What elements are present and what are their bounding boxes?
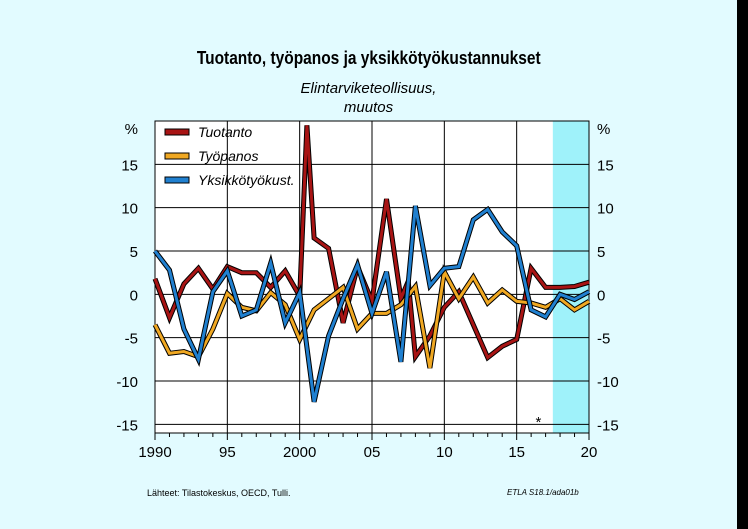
y-tick-label-right: -10 [597, 374, 619, 391]
y-tick-label-left: 15 [121, 157, 138, 174]
y-unit-left: % [125, 121, 138, 138]
y-tick-label-left: 5 [130, 244, 138, 261]
y-unit-right: % [597, 121, 610, 138]
plot-frame [154, 120, 590, 434]
source-note: Lähteet: Tilastokeskus, OECD, Tulli. [147, 488, 291, 498]
series-line-1 [153, 125, 590, 361]
y-tick-label-right: 5 [597, 244, 605, 261]
y-tick-label-right: 15 [597, 157, 614, 174]
x-tick-label: 05 [364, 444, 381, 461]
y-tick-label-left: -5 [125, 331, 138, 348]
y-tick-label-left: -10 [116, 374, 138, 391]
legend-label-3: Yksikkötyökust. [198, 172, 294, 188]
chart-subtitle-line2: muutos [343, 99, 394, 116]
y-tick-label-right: -5 [597, 331, 610, 348]
chart-subtitle-line1: Elintarviketeollisuus, [300, 80, 437, 97]
forecast-region [552, 121, 589, 433]
series-line-3 [153, 205, 590, 403]
y-tick-label-left: -15 [116, 417, 138, 434]
y-tick-label-left: 10 [121, 201, 138, 218]
y-tick-label-right: 0 [597, 287, 605, 304]
x-tick-label: 10 [436, 444, 453, 461]
x-tick-label: 20 [581, 444, 598, 461]
x-tick-label: 1990 [138, 444, 171, 461]
legend-label-2: Työpanos [198, 148, 258, 164]
chart-code: ETLA S18.1/ada01b [507, 488, 579, 497]
x-tick-label: 2000 [283, 444, 316, 461]
legend-swatch-2 [164, 152, 190, 160]
legend-swatch-3 [164, 176, 190, 184]
x-tick-label: 95 [219, 444, 236, 461]
forecast-marker: * [535, 414, 541, 431]
chart-title: Tuotanto, työpanos ja yksikkötyökustannu… [196, 48, 541, 68]
y-tick-label-right: 10 [597, 201, 614, 218]
y-tick-label-left: 0 [130, 287, 138, 304]
legend-swatch-1 [164, 128, 190, 136]
x-tick-label: 15 [508, 444, 525, 461]
y-tick-label-right: -15 [597, 417, 619, 434]
legend-label-1: Tuotanto [198, 124, 252, 140]
